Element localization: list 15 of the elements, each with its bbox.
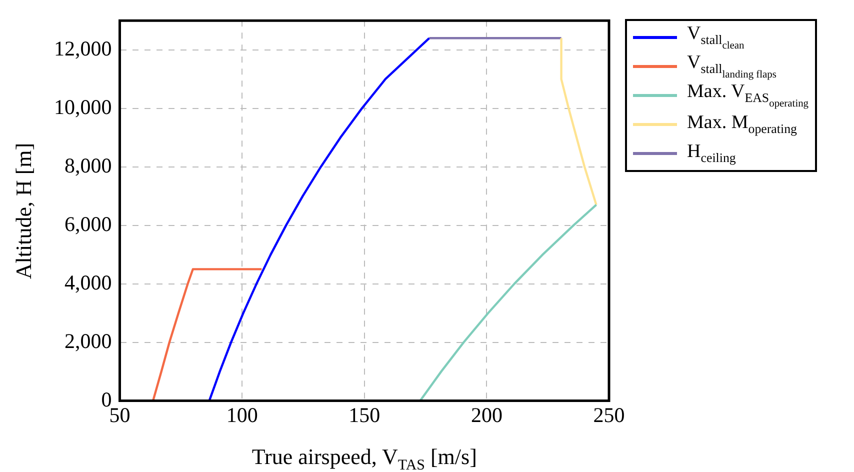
x-tick-label: 200 bbox=[470, 402, 502, 427]
legend-label: H$_{ceiling}$ bbox=[687, 140, 736, 166]
y-tick-label: 10,000 bbox=[54, 94, 112, 119]
y-tick-label: 12,000 bbox=[54, 36, 112, 60]
x-tick-label: 250 bbox=[593, 402, 625, 427]
x-tick-label: 100 bbox=[226, 402, 258, 427]
x-tick-label: 150 bbox=[348, 402, 380, 427]
y-tick-label: 4,000 bbox=[64, 270, 112, 294]
x-axis-title: True airspeed, V$_{TAS}$ [m/s] bbox=[252, 444, 477, 472]
legend-label: Max. M$_{operating}$ bbox=[687, 112, 797, 136]
y-axis-title: Altitude, H [m] bbox=[11, 142, 37, 279]
y-tick-label: 2,000 bbox=[64, 328, 112, 353]
y-tick-label: 8,000 bbox=[64, 153, 112, 178]
y-tick-label: 6,000 bbox=[64, 212, 112, 236]
y-tick-label: 0 bbox=[101, 387, 112, 412]
